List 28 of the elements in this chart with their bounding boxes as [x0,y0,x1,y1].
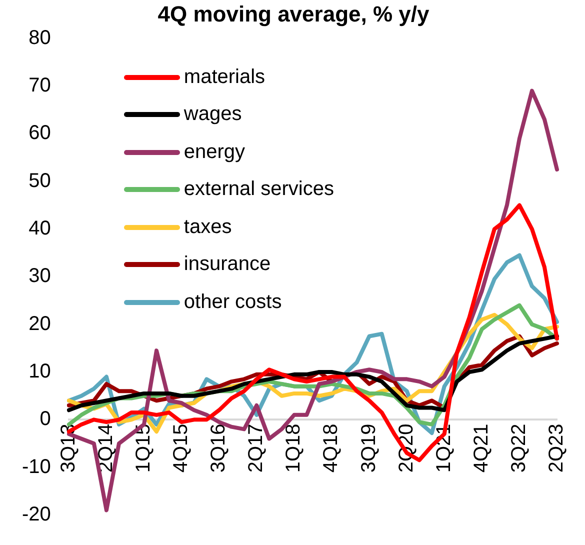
y-tick-label: -10 [22,456,51,478]
x-tick-label: 2Q23 [546,424,568,473]
legend-label: materials [184,66,266,89]
legend-label: insurance [184,253,271,276]
x-tick-label: 3Q22 [508,424,530,473]
legend-label: wages [184,103,242,126]
legend-label: taxes [184,216,232,239]
y-tick-label: 60 [28,122,51,144]
y-tick-label: -20 [22,504,51,526]
y-tick-label: 50 [28,170,51,192]
x-tick-label: 4Q15 [170,424,192,473]
x-tick-label: 1Q18 [282,424,305,473]
y-tick-label: 80 [28,26,51,49]
chart-title: 4Q moving average, % y/y [158,1,430,26]
y-tick-label: 0 [40,408,51,430]
x-tick-label: 3Q19 [358,424,380,473]
x-tick-label: 3Q16 [208,424,230,473]
legend-label: other costs [184,290,282,314]
legend-label: energy [184,140,246,164]
x-tick-label: 4Q21 [470,424,492,473]
x-tick-label: 2Q17 [245,424,268,473]
y-tick-label: 20 [28,312,51,335]
y-tick-label: 10 [28,360,51,383]
legend-label: external services [184,178,334,202]
y-tick-label: 70 [28,74,51,97]
y-tick-label: 30 [28,265,51,288]
y-tick-label: 40 [28,218,51,240]
x-tick-label: 4Q18 [320,424,342,473]
